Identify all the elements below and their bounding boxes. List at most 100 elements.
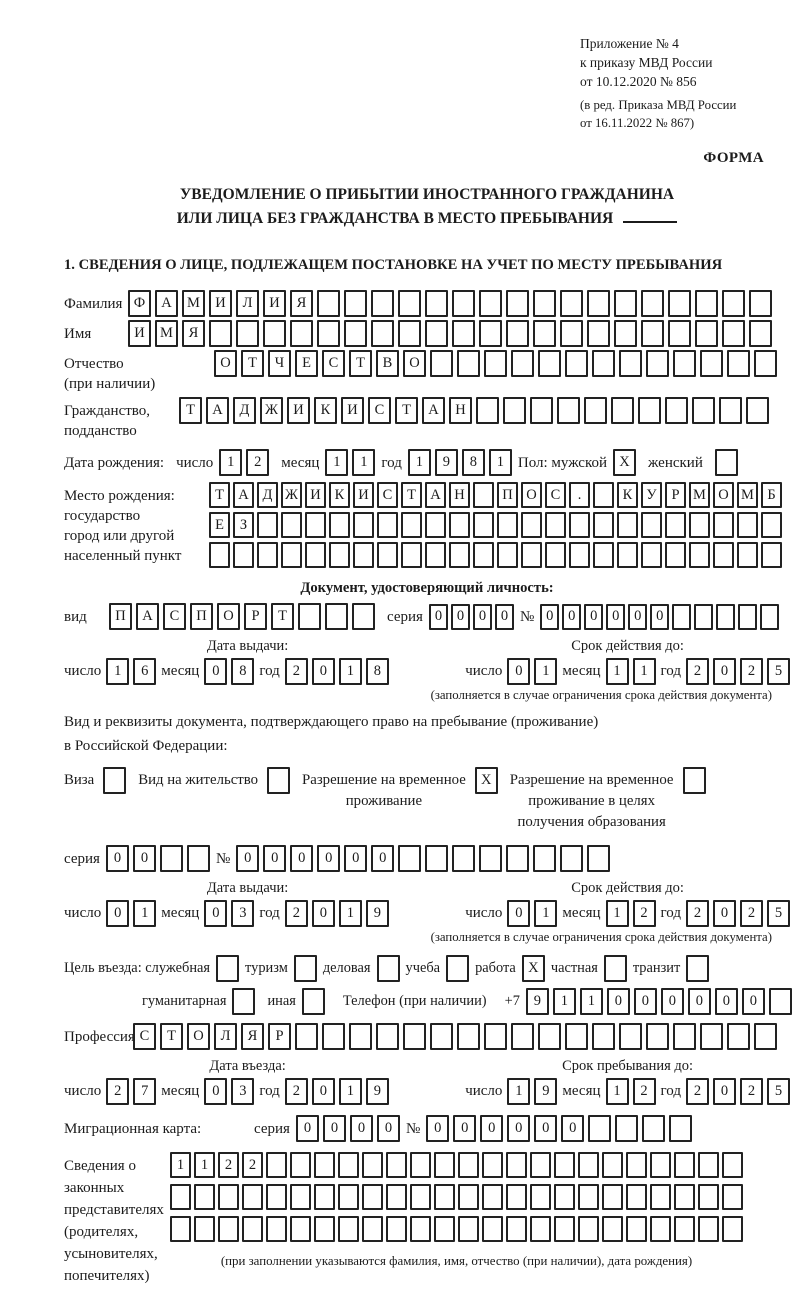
char-cell[interactable] bbox=[511, 350, 534, 377]
char-cell[interactable]: Н bbox=[449, 482, 470, 508]
char-cell[interactable]: Т bbox=[271, 603, 294, 630]
char-cell[interactable] bbox=[290, 320, 313, 347]
char-cell[interactable] bbox=[482, 1216, 503, 1242]
char-cell[interactable]: М bbox=[182, 290, 205, 317]
char-cell[interactable]: 1 bbox=[338, 900, 362, 927]
char-cell[interactable] bbox=[236, 320, 259, 347]
char-cell[interactable] bbox=[452, 845, 476, 872]
char-cell[interactable]: 9 bbox=[525, 988, 549, 1015]
char-cell[interactable] bbox=[722, 290, 745, 317]
char-cell[interactable] bbox=[722, 1216, 743, 1242]
char-cell[interactable] bbox=[314, 1184, 335, 1210]
char-cell[interactable] bbox=[578, 1152, 599, 1178]
char-cell[interactable] bbox=[722, 320, 745, 347]
char-cell[interactable]: Ж bbox=[260, 397, 283, 424]
char-cell[interactable]: 6 bbox=[133, 658, 157, 685]
char-cell[interactable] bbox=[497, 512, 518, 538]
char-cell[interactable] bbox=[322, 1023, 345, 1050]
char-cell[interactable] bbox=[722, 1184, 743, 1210]
char-cell[interactable]: 1 bbox=[605, 1078, 629, 1105]
char-cell[interactable]: Т bbox=[160, 1023, 183, 1050]
char-cell[interactable] bbox=[673, 350, 696, 377]
char-cell[interactable]: 2 bbox=[246, 449, 270, 476]
char-cell[interactable] bbox=[314, 1152, 335, 1178]
char-cell[interactable] bbox=[338, 1184, 359, 1210]
char-cell[interactable] bbox=[506, 290, 529, 317]
checkbox-temp-residence[interactable]: X bbox=[474, 767, 498, 794]
char-cell[interactable]: О bbox=[214, 350, 237, 377]
char-cell[interactable]: А bbox=[155, 290, 178, 317]
char-cell[interactable] bbox=[479, 320, 502, 347]
char-cell[interactable] bbox=[257, 542, 278, 568]
char-cell[interactable]: 2 bbox=[284, 900, 308, 927]
char-cell[interactable]: И bbox=[263, 290, 286, 317]
char-cell[interactable]: И bbox=[287, 397, 310, 424]
char-cell[interactable] bbox=[425, 542, 446, 568]
char-cell[interactable] bbox=[170, 1216, 191, 1242]
char-cell[interactable] bbox=[749, 290, 772, 317]
char-cell[interactable] bbox=[592, 350, 615, 377]
char-cell[interactable] bbox=[317, 290, 340, 317]
char-cell[interactable]: 0 bbox=[290, 845, 314, 872]
char-cell[interactable] bbox=[362, 1152, 383, 1178]
char-cell[interactable]: 0 bbox=[450, 603, 470, 630]
char-cell[interactable] bbox=[646, 350, 669, 377]
checkbox-temp-residence-edu[interactable] bbox=[682, 767, 706, 794]
char-cell[interactable] bbox=[482, 1184, 503, 1210]
char-cell[interactable]: Р bbox=[268, 1023, 291, 1050]
char-cell[interactable] bbox=[170, 1184, 191, 1210]
char-cell[interactable] bbox=[615, 1115, 639, 1142]
char-cell[interactable]: Т bbox=[395, 397, 418, 424]
char-cell[interactable]: Т bbox=[179, 397, 202, 424]
char-cell[interactable]: 0 bbox=[713, 900, 736, 927]
char-cell[interactable]: 1 bbox=[106, 658, 130, 685]
char-cell[interactable] bbox=[560, 320, 583, 347]
char-cell[interactable] bbox=[425, 320, 448, 347]
char-cell[interactable] bbox=[484, 350, 507, 377]
char-cell[interactable] bbox=[638, 397, 661, 424]
char-cell[interactable]: 0 bbox=[344, 845, 368, 872]
char-cell[interactable] bbox=[295, 1023, 318, 1050]
char-cell[interactable] bbox=[674, 1152, 695, 1178]
char-cell[interactable]: 0 bbox=[606, 988, 630, 1015]
char-cell[interactable] bbox=[584, 397, 607, 424]
char-cell[interactable]: Т bbox=[401, 482, 422, 508]
char-cell[interactable] bbox=[530, 1184, 551, 1210]
char-cell[interactable] bbox=[338, 1152, 359, 1178]
char-cell[interactable] bbox=[482, 1152, 503, 1178]
char-cell[interactable]: 0 bbox=[105, 845, 129, 872]
char-cell[interactable]: С bbox=[545, 482, 566, 508]
char-cell[interactable] bbox=[352, 603, 375, 630]
char-cell[interactable]: 1 bbox=[338, 658, 362, 685]
checkbox-transit[interactable] bbox=[686, 955, 710, 982]
char-cell[interactable]: Л bbox=[214, 1023, 237, 1050]
char-cell[interactable]: Р bbox=[244, 603, 267, 630]
char-cell[interactable] bbox=[650, 1216, 671, 1242]
char-cell[interactable] bbox=[650, 1184, 671, 1210]
char-cell[interactable] bbox=[434, 1216, 455, 1242]
char-cell[interactable]: 0 bbox=[263, 845, 287, 872]
char-cell[interactable] bbox=[665, 512, 686, 538]
char-cell[interactable] bbox=[588, 1115, 612, 1142]
char-cell[interactable]: 0 bbox=[236, 845, 260, 872]
char-cell[interactable] bbox=[672, 603, 692, 630]
char-cell[interactable] bbox=[458, 1184, 479, 1210]
char-cell[interactable]: 9 bbox=[365, 900, 389, 927]
char-cell[interactable] bbox=[538, 1023, 561, 1050]
char-cell[interactable] bbox=[425, 845, 449, 872]
char-cell[interactable]: 2 bbox=[632, 1078, 656, 1105]
char-cell[interactable] bbox=[401, 542, 422, 568]
char-cell[interactable]: О bbox=[713, 482, 734, 508]
char-cell[interactable]: 1 bbox=[632, 658, 656, 685]
char-cell[interactable] bbox=[458, 1152, 479, 1178]
char-cell[interactable]: 0 bbox=[534, 1115, 558, 1142]
char-cell[interactable]: Ж bbox=[281, 482, 302, 508]
checkbox-official[interactable] bbox=[216, 955, 240, 982]
char-cell[interactable]: 0 bbox=[507, 900, 531, 927]
char-cell[interactable]: 0 bbox=[132, 845, 156, 872]
char-cell[interactable] bbox=[538, 350, 561, 377]
char-cell[interactable] bbox=[266, 1216, 287, 1242]
char-cell[interactable]: 2 bbox=[218, 1152, 239, 1178]
char-cell[interactable]: 0 bbox=[741, 988, 765, 1015]
char-cell[interactable]: 0 bbox=[561, 1115, 585, 1142]
